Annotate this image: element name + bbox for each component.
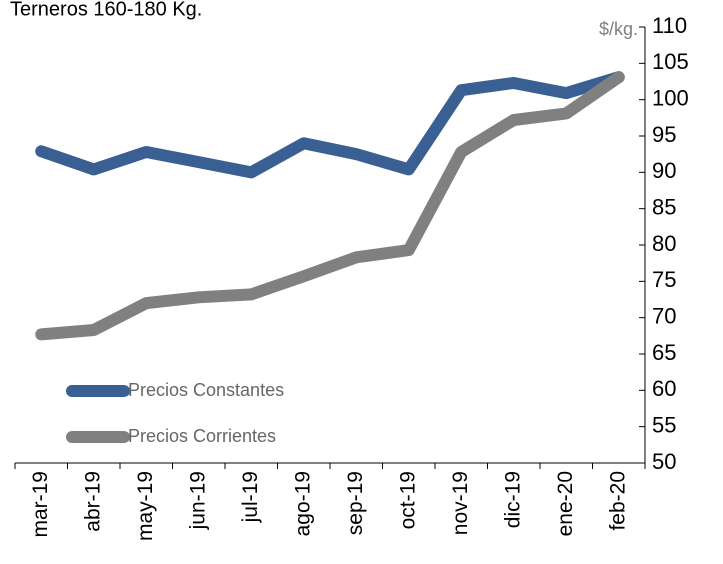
legend-label: Precios Corrientes [128, 426, 276, 446]
legend-label: Precios Constantes [128, 380, 284, 400]
series-line [35, 71, 625, 341]
y-tick-label: 65 [652, 340, 676, 365]
x-tick-label: ene-20 [554, 471, 577, 536]
y-tick-label: 60 [652, 376, 676, 401]
y-tick-label: 95 [652, 122, 676, 147]
x-tick-label: sep-19 [344, 471, 367, 535]
chart-title: Terneros 160-180 Kg. [10, 0, 202, 20]
x-tick-label: ago-19 [291, 471, 314, 536]
x-tick-label: nov-19 [449, 471, 472, 535]
y-tick-label: 50 [652, 449, 676, 474]
series-line [35, 71, 625, 179]
x-tick-label: jul-19 [239, 471, 262, 523]
y-tick-label: 85 [652, 194, 676, 219]
x-tick-label: dic-19 [501, 471, 524, 528]
x-tick-label: feb-20 [606, 471, 629, 531]
x-tick-label: oct-19 [396, 471, 419, 529]
y-tick-label: 75 [652, 267, 676, 292]
x-tick-label: abr-19 [81, 471, 104, 532]
y-tick-label: 80 [652, 231, 676, 256]
x-tick-label: may-19 [134, 471, 157, 541]
y-tick-label: 110 [652, 13, 687, 38]
y-tick-label: 100 [652, 85, 689, 110]
y-tick-label: 105 [652, 49, 689, 74]
y-tick-label: 70 [652, 303, 676, 328]
x-tick-label: jun-19 [186, 471, 209, 530]
y-tick-label: 55 [652, 412, 676, 437]
x-tick-label: mar-19 [29, 471, 52, 538]
y-tick-label: 90 [652, 158, 676, 183]
y-axis-label: $/kg. [599, 19, 638, 39]
